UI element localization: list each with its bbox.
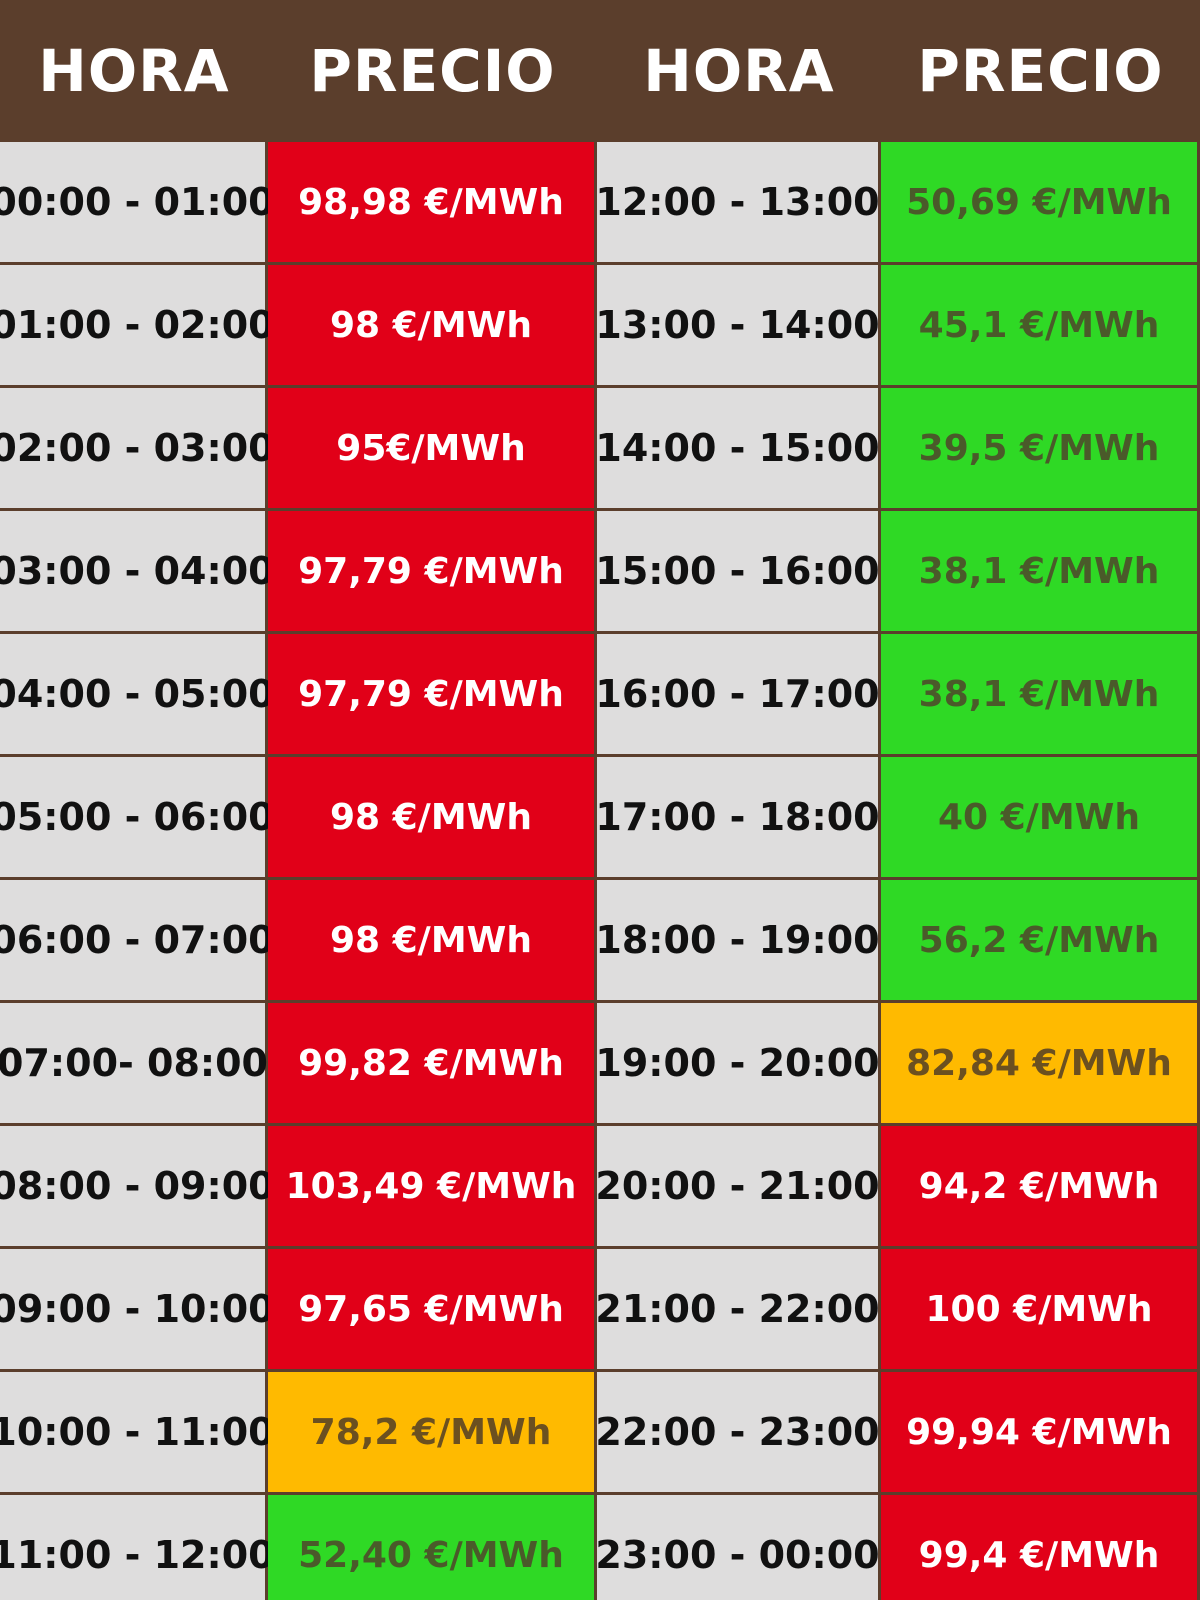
hour-cell-left: 02:00 - 03:00	[0, 388, 275, 511]
hour-cell-left: 09:00 - 10:00	[0, 1249, 275, 1372]
price-cell-right: 38,1 €/MWh	[881, 634, 1200, 757]
price-cell-right: 50,69 €/MWh	[881, 142, 1200, 265]
price-cell-right: 99,94 €/MWh	[881, 1372, 1200, 1495]
price-cell-right: 99,4 €/MWh	[881, 1495, 1200, 1600]
hour-cell-right: 19:00 - 20:00	[595, 1003, 881, 1126]
hour-cell-right: 12:00 - 13:00	[595, 142, 881, 265]
header-precio-right: PRECIO	[881, 0, 1200, 142]
price-cell-right: 45,1 €/MWh	[881, 265, 1200, 388]
hour-cell-right: 13:00 - 14:00	[595, 265, 881, 388]
price-cell-left: 98 €/MWh	[268, 265, 597, 388]
hour-cell-right: 23:00 - 00:00	[595, 1495, 881, 1600]
hour-cell-left: 07:00- 08:00	[0, 1003, 268, 1126]
hour-cell-right: 21:00 - 22:00	[595, 1249, 881, 1372]
price-cell-left: 97,79 €/MWh	[268, 634, 597, 757]
price-cell-left: 99,82 €/MWh	[268, 1003, 597, 1126]
header-precio-left: PRECIO	[268, 0, 597, 142]
hour-cell-left: 11:00 - 12:00	[0, 1495, 275, 1600]
hour-cell-left: 05:00 - 06:00	[0, 757, 275, 880]
price-cell-right: 56,2 €/MWh	[881, 880, 1200, 1003]
hour-cell-left: 03:00 - 04:00	[0, 511, 275, 634]
price-cell-right: 38,1 €/MWh	[881, 511, 1200, 634]
hour-cell-right: 16:00 - 17:00	[595, 634, 881, 757]
price-cell-left: 98 €/MWh	[268, 880, 597, 1003]
price-cell-right: 100 €/MWh	[881, 1249, 1200, 1372]
hour-cell-left: 10:00 - 11:00	[0, 1372, 275, 1495]
hour-cell-left: 01:00 - 02:00	[0, 265, 275, 388]
hour-cell-left: 06:00 - 07:00	[0, 880, 275, 1003]
price-cell-left: 103,49 €/MWh	[268, 1126, 597, 1249]
hour-cell-right: 15:00 - 16:00	[595, 511, 881, 634]
hour-cell-right: 14:00 - 15:00	[595, 388, 881, 511]
price-cell-left: 97,79 €/MWh	[268, 511, 597, 634]
hour-cell-left: 04:00 - 05:00	[0, 634, 275, 757]
price-cell-left: 98 €/MWh	[268, 757, 597, 880]
price-cell-right: 94,2 €/MWh	[881, 1126, 1200, 1249]
price-cell-right: 39,5 €/MWh	[881, 388, 1200, 511]
header-hora-right: HORA	[597, 0, 881, 142]
price-cell-right: 82,84 €/MWh	[881, 1003, 1200, 1126]
price-cell-left: 98,98 €/MWh	[268, 142, 597, 265]
price-cell-left: 95€/MWh	[268, 388, 597, 511]
hour-cell-right: 22:00 - 23:00	[595, 1372, 881, 1495]
hour-cell-right: 20:00 - 21:00	[595, 1126, 881, 1249]
price-cell-left: 78,2 €/MWh	[268, 1372, 597, 1495]
hour-cell-left: 08:00 - 09:00	[0, 1126, 275, 1249]
hour-cell-right: 18:00 - 19:00	[595, 880, 881, 1003]
price-cell-left: 97,65 €/MWh	[268, 1249, 597, 1372]
hour-cell-right: 17:00 - 18:00	[595, 757, 881, 880]
price-cell-right: 40 €/MWh	[881, 757, 1200, 880]
price-cell-left: 52,40 €/MWh	[268, 1495, 597, 1600]
hour-cell-left: 00:00 - 01:00	[0, 142, 275, 265]
header-hora-left: HORA	[0, 0, 268, 142]
